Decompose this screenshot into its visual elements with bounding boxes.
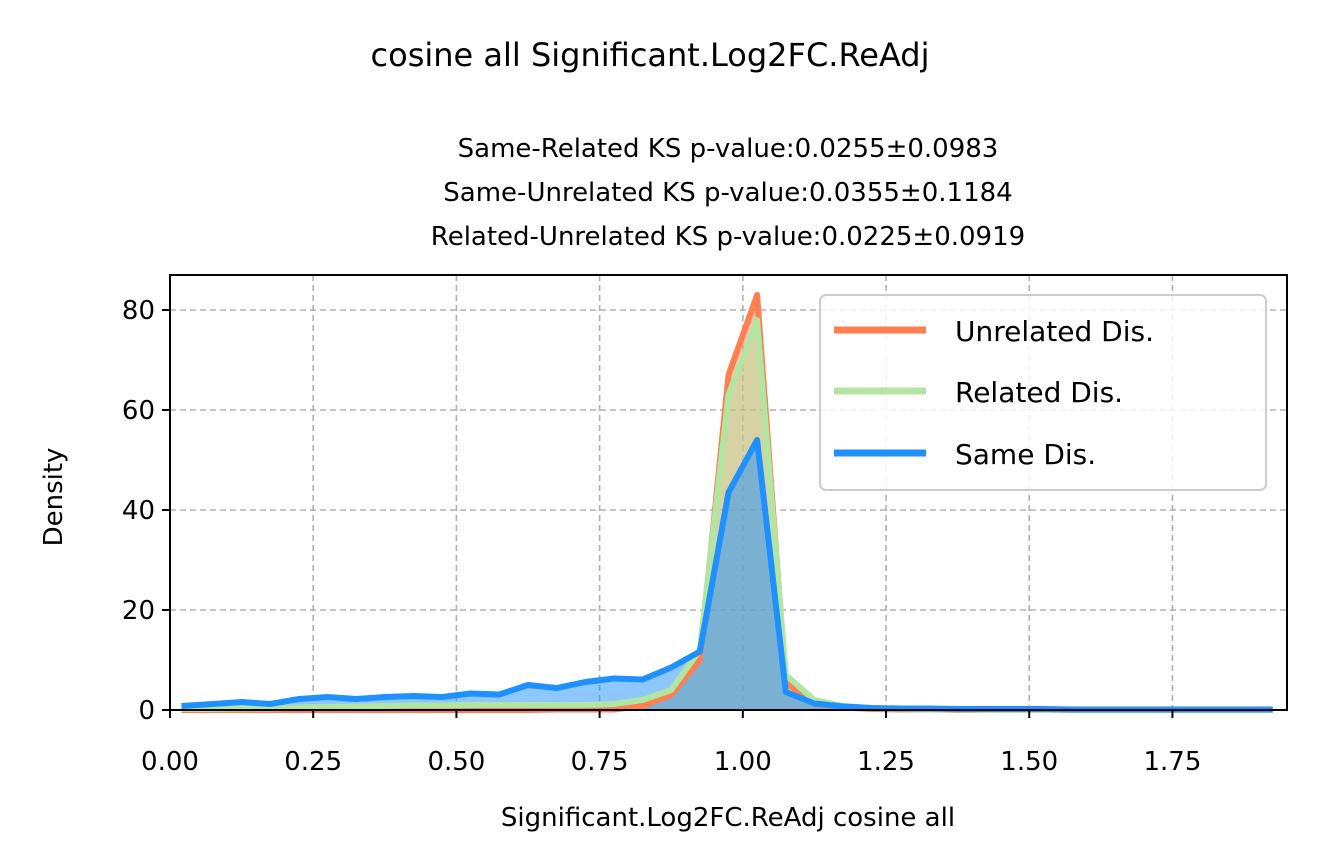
legend-label-same: Same Dis. [955, 438, 1096, 471]
x-axis-label: Significant.Log2FC.ReAdj cosine all [501, 803, 955, 833]
x-tick-label: 0.75 [571, 747, 629, 777]
area-same-dis [181, 440, 1273, 710]
y-tick-label: 20 [122, 596, 155, 626]
chart-title-line-3: Related-Unrelated KS p-value:0.0225±0.09… [431, 222, 1025, 252]
x-axis-ticks: 0.00 0.25 0.50 0.75 1.00 1.25 1.50 1.75 [141, 710, 1201, 777]
chart-title-line-1: Same-Related KS p-value:0.0255±0.0983 [458, 134, 999, 164]
y-axis-ticks: 0 20 40 60 80 [122, 296, 170, 726]
y-axis-label: Density [39, 448, 69, 547]
plot-frame [169, 274, 1288, 711]
y-tick-label: 40 [122, 496, 155, 526]
x-tick-label: 0.25 [284, 747, 342, 777]
x-tick-label: 0.50 [427, 747, 485, 777]
legend-box [819, 294, 1267, 491]
y-tick-label: 80 [122, 296, 155, 326]
x-tick-label: 1.25 [857, 747, 915, 777]
y-tick-label: 60 [122, 396, 155, 426]
y-tick-label: 0 [138, 696, 155, 726]
x-tick-label: 0.00 [141, 747, 199, 777]
x-tick-label: 1.75 [1143, 747, 1201, 777]
legend: Unrelated Dis. Related Dis. Same Dis. [819, 294, 1267, 491]
x-tick-label: 1.50 [1000, 747, 1058, 777]
legend-label-related: Related Dis. [955, 376, 1123, 409]
legend-label-unrelated: Unrelated Dis. [955, 315, 1154, 348]
x-tick-label: 1.00 [714, 747, 772, 777]
chart-title-line-2: Same-Unrelated KS p-value:0.0355±0.1184 [443, 178, 1012, 208]
chart-suptitle: cosine all Significant.Log2FC.ReAdj [371, 36, 930, 74]
